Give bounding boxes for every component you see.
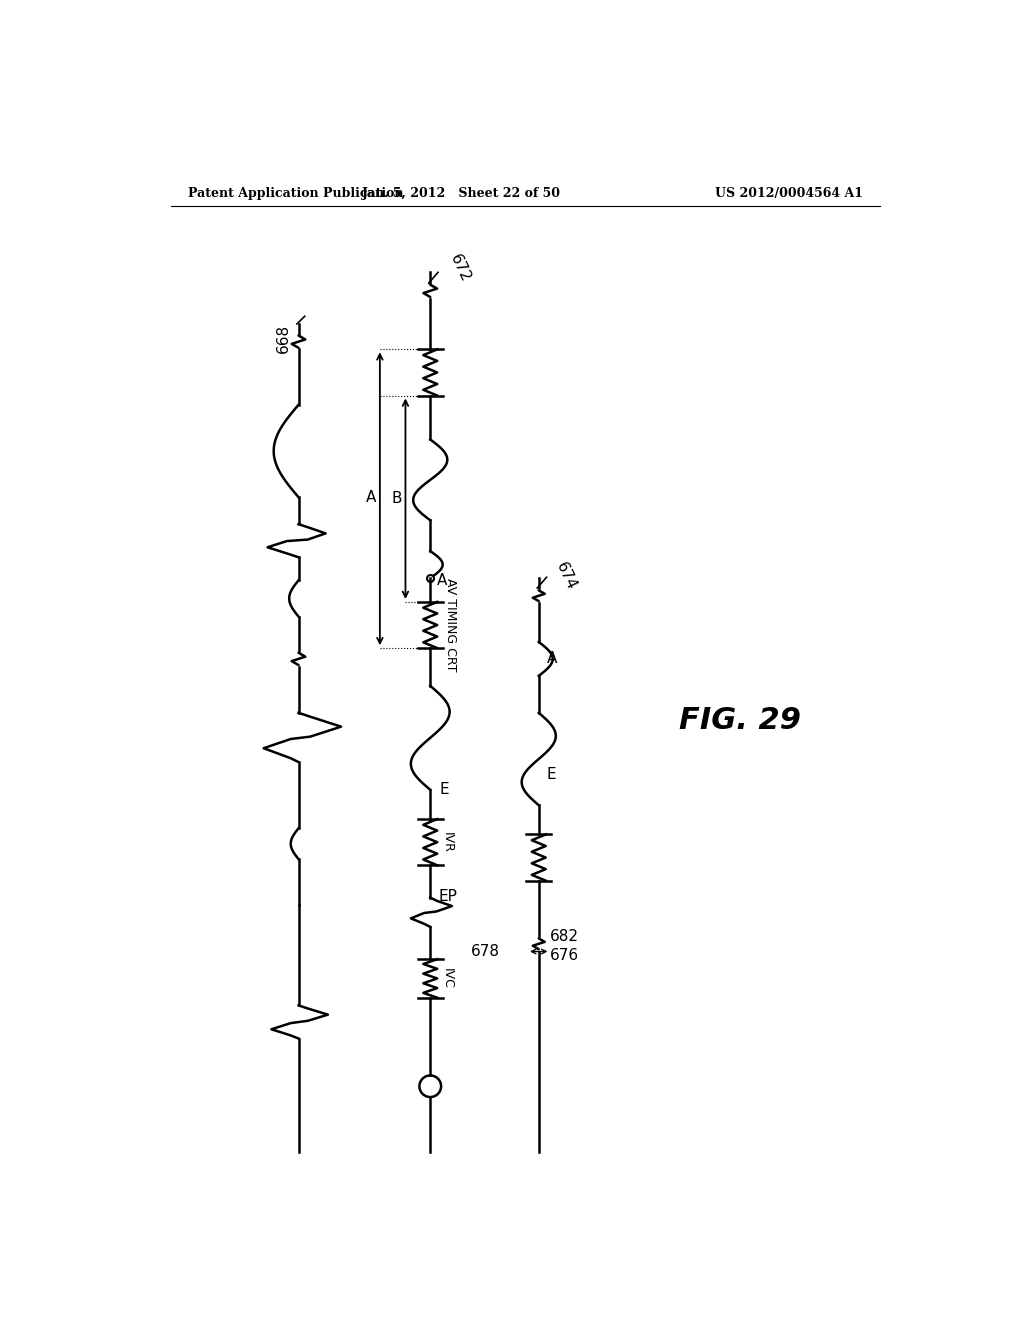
Text: Jan. 5, 2012   Sheet 22 of 50: Jan. 5, 2012 Sheet 22 of 50: [361, 187, 561, 201]
Text: FIG. 29: FIG. 29: [679, 706, 801, 735]
Text: IVR: IVR: [441, 832, 454, 853]
Text: A: A: [547, 651, 557, 667]
Text: 668: 668: [275, 323, 291, 352]
Text: A: A: [366, 490, 376, 504]
Text: Patent Application Publication: Patent Application Publication: [188, 187, 403, 201]
Text: 672: 672: [447, 252, 473, 285]
Text: E: E: [439, 783, 450, 797]
Text: 674: 674: [553, 560, 579, 593]
Text: US 2012/0004564 A1: US 2012/0004564 A1: [715, 187, 862, 201]
Text: IVC: IVC: [441, 968, 454, 989]
Text: B: B: [392, 491, 402, 507]
Text: 682: 682: [550, 928, 579, 944]
Text: 676: 676: [550, 948, 579, 962]
Text: EP: EP: [438, 888, 457, 904]
Text: AV TIMING CRT: AV TIMING CRT: [444, 578, 457, 672]
Text: E: E: [547, 767, 556, 781]
Text: 678: 678: [471, 944, 500, 960]
Text: A: A: [436, 573, 446, 587]
